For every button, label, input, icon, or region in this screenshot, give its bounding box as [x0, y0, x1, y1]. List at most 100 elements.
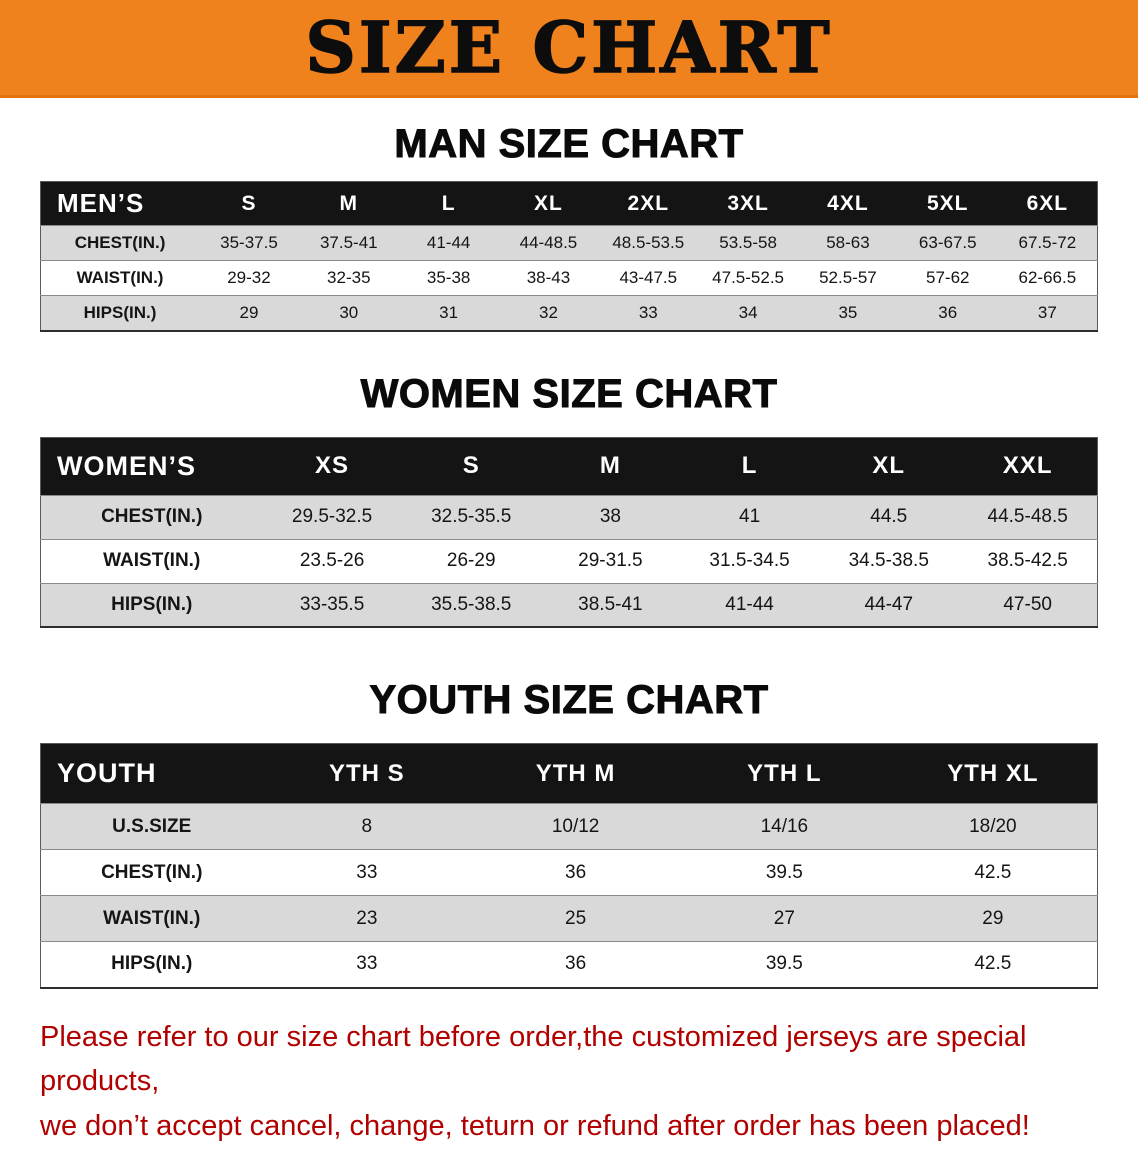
size-column-header: YTH M	[471, 744, 680, 804]
size-value-cell: 63-67.5	[898, 226, 998, 261]
size-value-cell: 29.5-32.5	[262, 495, 401, 539]
size-value-cell: 35	[798, 296, 898, 331]
row-label: WAIST(IN.)	[41, 261, 200, 296]
size-value-cell: 33	[598, 296, 698, 331]
size-value-cell: 33	[262, 850, 471, 896]
size-value-cell: 36	[898, 296, 998, 331]
size-value-cell: 53.5-58	[698, 226, 798, 261]
size-value-cell: 41-44	[680, 583, 819, 627]
size-value-cell: 31.5-34.5	[680, 539, 819, 583]
size-value-cell: 34	[698, 296, 798, 331]
size-value-cell: 26-29	[402, 539, 541, 583]
size-value-cell: 42.5	[889, 850, 1098, 896]
size-value-cell: 32-35	[299, 261, 399, 296]
size-column-header: 3XL	[698, 182, 798, 226]
size-value-cell: 36	[471, 942, 680, 988]
size-value-cell: 30	[299, 296, 399, 331]
size-column-header: M	[541, 437, 680, 495]
size-column-header: 4XL	[798, 182, 898, 226]
size-value-cell: 29-31.5	[541, 539, 680, 583]
footer-note: Please refer to our size chart before or…	[40, 1015, 1098, 1149]
table-corner-label: YOUTH	[41, 744, 263, 804]
size-value-cell: 34.5-38.5	[819, 539, 958, 583]
youth-section-heading: YOUTH SIZE CHART	[0, 678, 1138, 723]
men-section-heading: MAN SIZE CHART	[0, 122, 1138, 167]
size-value-cell: 35.5-38.5	[402, 583, 541, 627]
size-column-header: L	[680, 437, 819, 495]
row-label: CHEST(IN.)	[41, 226, 200, 261]
size-value-cell: 42.5	[889, 942, 1098, 988]
size-value-cell: 10/12	[471, 804, 680, 850]
size-value-cell: 37	[998, 296, 1098, 331]
size-value-cell: 38.5-41	[541, 583, 680, 627]
row-label: HIPS(IN.)	[41, 296, 200, 331]
size-value-cell: 31	[399, 296, 499, 331]
size-column-header: XS	[262, 437, 401, 495]
note-line-1: Please refer to our size chart before or…	[40, 1015, 1098, 1105]
table-corner-label: MEN’S	[41, 182, 200, 226]
women-section-heading: WOMEN SIZE CHART	[0, 372, 1138, 417]
row-label: WAIST(IN.)	[41, 896, 263, 942]
size-column-header: 5XL	[898, 182, 998, 226]
size-value-cell: 44.5-48.5	[958, 495, 1097, 539]
page-title: SIZE CHART	[305, 13, 832, 83]
size-value-cell: 8	[262, 804, 471, 850]
size-value-cell: 35-37.5	[199, 226, 299, 261]
size-value-cell: 32.5-35.5	[402, 495, 541, 539]
size-value-cell: 38	[541, 495, 680, 539]
size-column-header: 2XL	[598, 182, 698, 226]
size-value-cell: 29-32	[199, 261, 299, 296]
size-value-cell: 47.5-52.5	[698, 261, 798, 296]
size-value-cell: 23.5-26	[262, 539, 401, 583]
size-value-cell: 39.5	[680, 850, 889, 896]
size-column-header: YTH S	[262, 744, 471, 804]
size-value-cell: 35-38	[399, 261, 499, 296]
size-value-cell: 38.5-42.5	[958, 539, 1097, 583]
banner: SIZE CHART	[0, 0, 1138, 98]
size-value-cell: 23	[262, 896, 471, 942]
size-value-cell: 32	[499, 296, 599, 331]
size-value-cell: 44-48.5	[499, 226, 599, 261]
size-column-header: XL	[819, 437, 958, 495]
size-column-header: XXL	[958, 437, 1097, 495]
size-value-cell: 25	[471, 896, 680, 942]
size-column-header: YTH L	[680, 744, 889, 804]
size-value-cell: 48.5-53.5	[598, 226, 698, 261]
size-value-cell: 33-35.5	[262, 583, 401, 627]
size-value-cell: 36	[471, 850, 680, 896]
row-label: CHEST(IN.)	[41, 495, 263, 539]
size-value-cell: 44.5	[819, 495, 958, 539]
size-value-cell: 29	[889, 896, 1098, 942]
note-line-2: we don’t accept cancel, change, teturn o…	[40, 1104, 1098, 1149]
size-column-header: M	[299, 182, 399, 226]
size-value-cell: 43-47.5	[598, 261, 698, 296]
row-label: HIPS(IN.)	[41, 583, 263, 627]
table-corner-label: WOMEN’S	[41, 437, 263, 495]
size-value-cell: 41-44	[399, 226, 499, 261]
size-column-header: XL	[499, 182, 599, 226]
size-value-cell: 58-63	[798, 226, 898, 261]
size-value-cell: 14/16	[680, 804, 889, 850]
size-value-cell: 37.5-41	[299, 226, 399, 261]
size-value-cell: 52.5-57	[798, 261, 898, 296]
row-label: HIPS(IN.)	[41, 942, 263, 988]
size-value-cell: 33	[262, 942, 471, 988]
size-value-cell: 67.5-72	[998, 226, 1098, 261]
